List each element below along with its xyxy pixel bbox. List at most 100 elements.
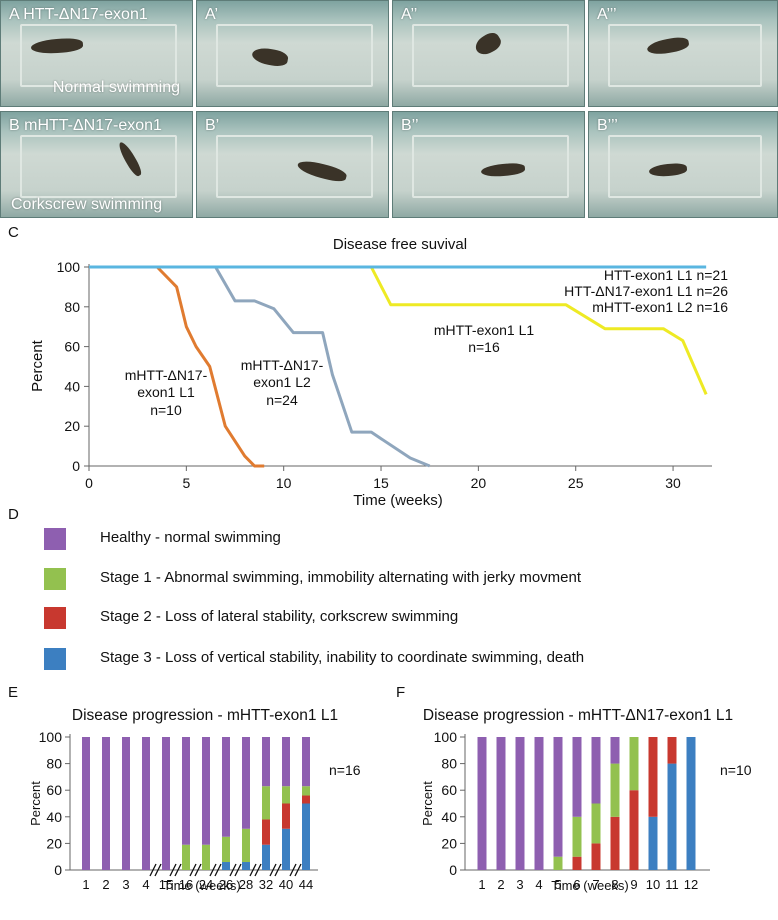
fish-photo-panel: B’’’ — [588, 111, 778, 218]
x-tick-label: 2 — [102, 877, 109, 892]
x-tick-label: 44 — [299, 877, 313, 892]
axis-break-mark — [154, 863, 162, 877]
tank-outline — [20, 24, 177, 88]
x-tick-label: 7 — [592, 877, 599, 892]
x-tick-label: 32 — [259, 877, 273, 892]
panel-letter-f: F — [396, 684, 406, 701]
panel-letter-e: E — [8, 684, 19, 701]
photo-panel-letter: A’’ — [401, 6, 418, 23]
annotation-line: n=24 — [266, 392, 298, 408]
bar-segment — [553, 737, 563, 857]
x-tick-label: 8 — [611, 877, 618, 892]
x-tick-label: 6 — [573, 877, 580, 892]
x-tick-label: 3 — [122, 877, 129, 892]
annotation-line: mHTT-exon1 L1 — [434, 322, 535, 338]
x-tick-label: 24 — [199, 877, 213, 892]
bar-segment — [302, 795, 310, 804]
photo-panel-letter: B’ — [205, 117, 220, 134]
photo-panel-letter: A’’’ — [597, 6, 617, 23]
bar-segment — [82, 737, 90, 870]
bar-segment — [648, 737, 658, 817]
annotation-line: mHTT-ΔN17- — [125, 367, 208, 383]
annotation-line: n=10 — [150, 402, 182, 418]
legend-swatch — [44, 568, 66, 590]
legend-swatch — [44, 648, 66, 670]
photo-panel-letter: A HTT-ΔN17-exon1 — [9, 6, 148, 23]
bar-segment — [282, 737, 290, 787]
y-axis-label: Percent — [28, 781, 43, 826]
axis-break-mark — [214, 863, 222, 877]
x-tick-label: 2 — [497, 877, 504, 892]
y-tick-label: 40 — [441, 809, 457, 825]
x-tick-label: 26 — [219, 877, 233, 892]
annotation-line: n=16 — [468, 339, 500, 355]
fish-photo-panel: A’’ — [392, 0, 585, 107]
y-axis-label: Percent — [29, 339, 46, 392]
chart-title: Disease free suvival — [333, 236, 467, 253]
bar-segment — [282, 828, 290, 870]
bar-segment — [162, 737, 170, 870]
bar-segment — [202, 737, 210, 845]
photo-panel-caption: Normal swimming — [52, 79, 180, 96]
photo-panel-letter: B mHTT-ΔN17-exon1 — [9, 117, 162, 134]
bar-segment — [302, 803, 310, 870]
bar-segment — [591, 737, 601, 804]
tank-outline — [20, 135, 177, 199]
fish-photo-panel: B’’ — [392, 111, 585, 218]
survival-series-line — [369, 266, 708, 395]
axis-break-mark — [234, 863, 242, 877]
x-tick-label: 20 — [471, 475, 487, 491]
bar-segment — [302, 786, 310, 796]
survival-series-line — [89, 265, 431, 468]
bar-segment — [667, 737, 677, 764]
y-tick-label: 20 — [441, 835, 457, 851]
bar-segment — [302, 737, 310, 787]
bar-segment — [572, 816, 582, 857]
axis-break-mark — [294, 863, 302, 877]
axis-break-mark — [149, 863, 157, 877]
tank-outline — [607, 24, 762, 88]
y-tick-label: 0 — [54, 862, 62, 878]
bar-segment — [591, 803, 601, 844]
bar-segment — [102, 737, 110, 870]
tank-outline — [412, 24, 569, 88]
sample-size-annotation: n=16 — [329, 762, 361, 778]
legend-swatch — [44, 607, 66, 629]
x-tick-label: 16 — [179, 877, 193, 892]
y-tick-label: 60 — [441, 782, 457, 798]
bar-segment — [610, 763, 620, 817]
x-tick-label: 15 — [373, 475, 389, 491]
bar-segment — [262, 786, 270, 820]
axis-break-mark — [254, 863, 262, 877]
legend-swatch — [44, 528, 66, 550]
x-tick-label: 5 — [554, 877, 561, 892]
bar-segment — [534, 737, 544, 870]
y-tick-label: 40 — [46, 809, 62, 825]
y-tick-label: 80 — [46, 756, 62, 772]
axis-break-mark — [174, 863, 182, 877]
bar-segment — [222, 737, 230, 837]
x-axis-label: Time (weeks) — [163, 878, 241, 893]
x-tick-label: 25 — [568, 475, 584, 491]
x-tick-label: 15 — [159, 877, 173, 892]
legend-item: Stage 3 - Loss of vertical stability, in… — [44, 646, 744, 670]
bar-segment — [182, 844, 190, 870]
axis-break-mark — [274, 863, 282, 877]
chart-title: Disease progression - mHTT-ΔN17-exon1 L1 — [423, 707, 733, 724]
tank-outline — [412, 135, 569, 199]
tank-outline — [216, 135, 373, 199]
x-tick-label: 3 — [516, 877, 523, 892]
x-tick-label: 30 — [665, 475, 681, 491]
y-tick-label: 0 — [72, 458, 80, 474]
bar-segment — [202, 844, 210, 870]
bar-segment — [610, 816, 620, 870]
bar-segment — [553, 856, 563, 870]
x-tick-label: 9 — [630, 877, 637, 892]
y-tick-label: 20 — [64, 418, 80, 434]
bar-segment — [496, 737, 506, 870]
y-tick-label: 80 — [64, 299, 80, 315]
bar-segment — [591, 843, 601, 870]
axis-break-mark — [169, 863, 177, 877]
